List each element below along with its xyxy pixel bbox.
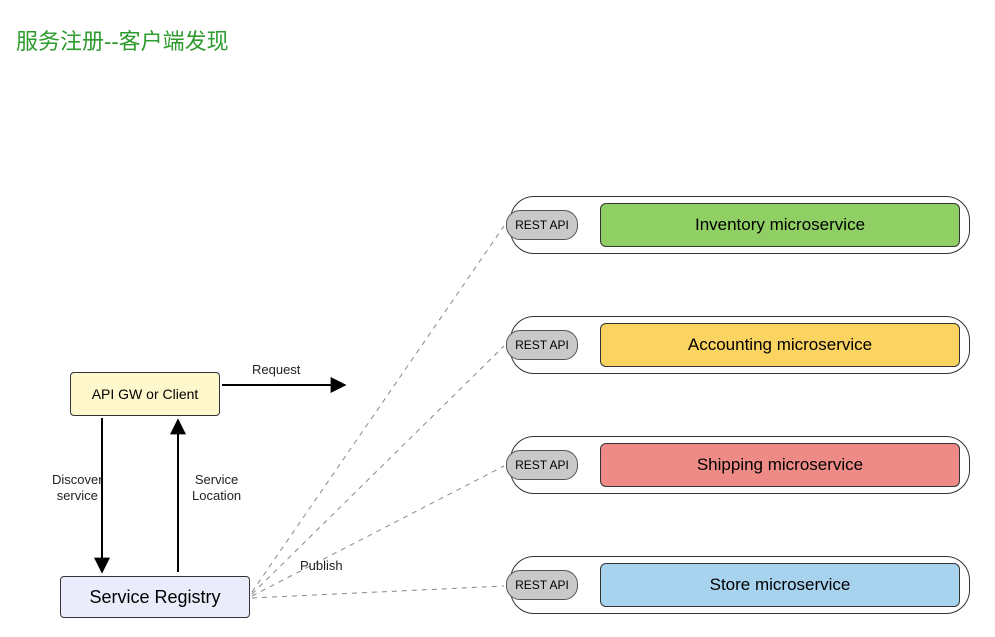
rest-api-pill: REST API <box>506 450 578 480</box>
diagram-stage: 服务注册--客户端发现 API GW or Client Service Reg… <box>0 0 995 637</box>
edge-pub4 <box>252 586 504 598</box>
rest-api-pill: REST API <box>506 210 578 240</box>
publish-label: Publish <box>300 558 343 574</box>
page-title: 服务注册--客户端发现 <box>16 24 229 56</box>
microservice-box: Inventory microservice <box>600 203 960 247</box>
microservice-box: Shipping microservice <box>600 443 960 487</box>
edge-label-location: Service Location <box>192 472 241 505</box>
edge-pub2 <box>252 346 504 594</box>
edge-pub1 <box>252 226 504 592</box>
microservice-box: Store microservice <box>600 563 960 607</box>
edge-pub3 <box>252 466 504 596</box>
rest-api-pill: REST API <box>506 330 578 360</box>
service-registry-box: Service Registry <box>60 576 250 618</box>
edge-label-request: Request <box>252 362 300 378</box>
rest-api-pill: REST API <box>506 570 578 600</box>
api-gw-box: API GW or Client <box>70 372 220 416</box>
microservice-box: Accounting microservice <box>600 323 960 367</box>
edge-label-discover: Discover service <box>52 472 103 505</box>
